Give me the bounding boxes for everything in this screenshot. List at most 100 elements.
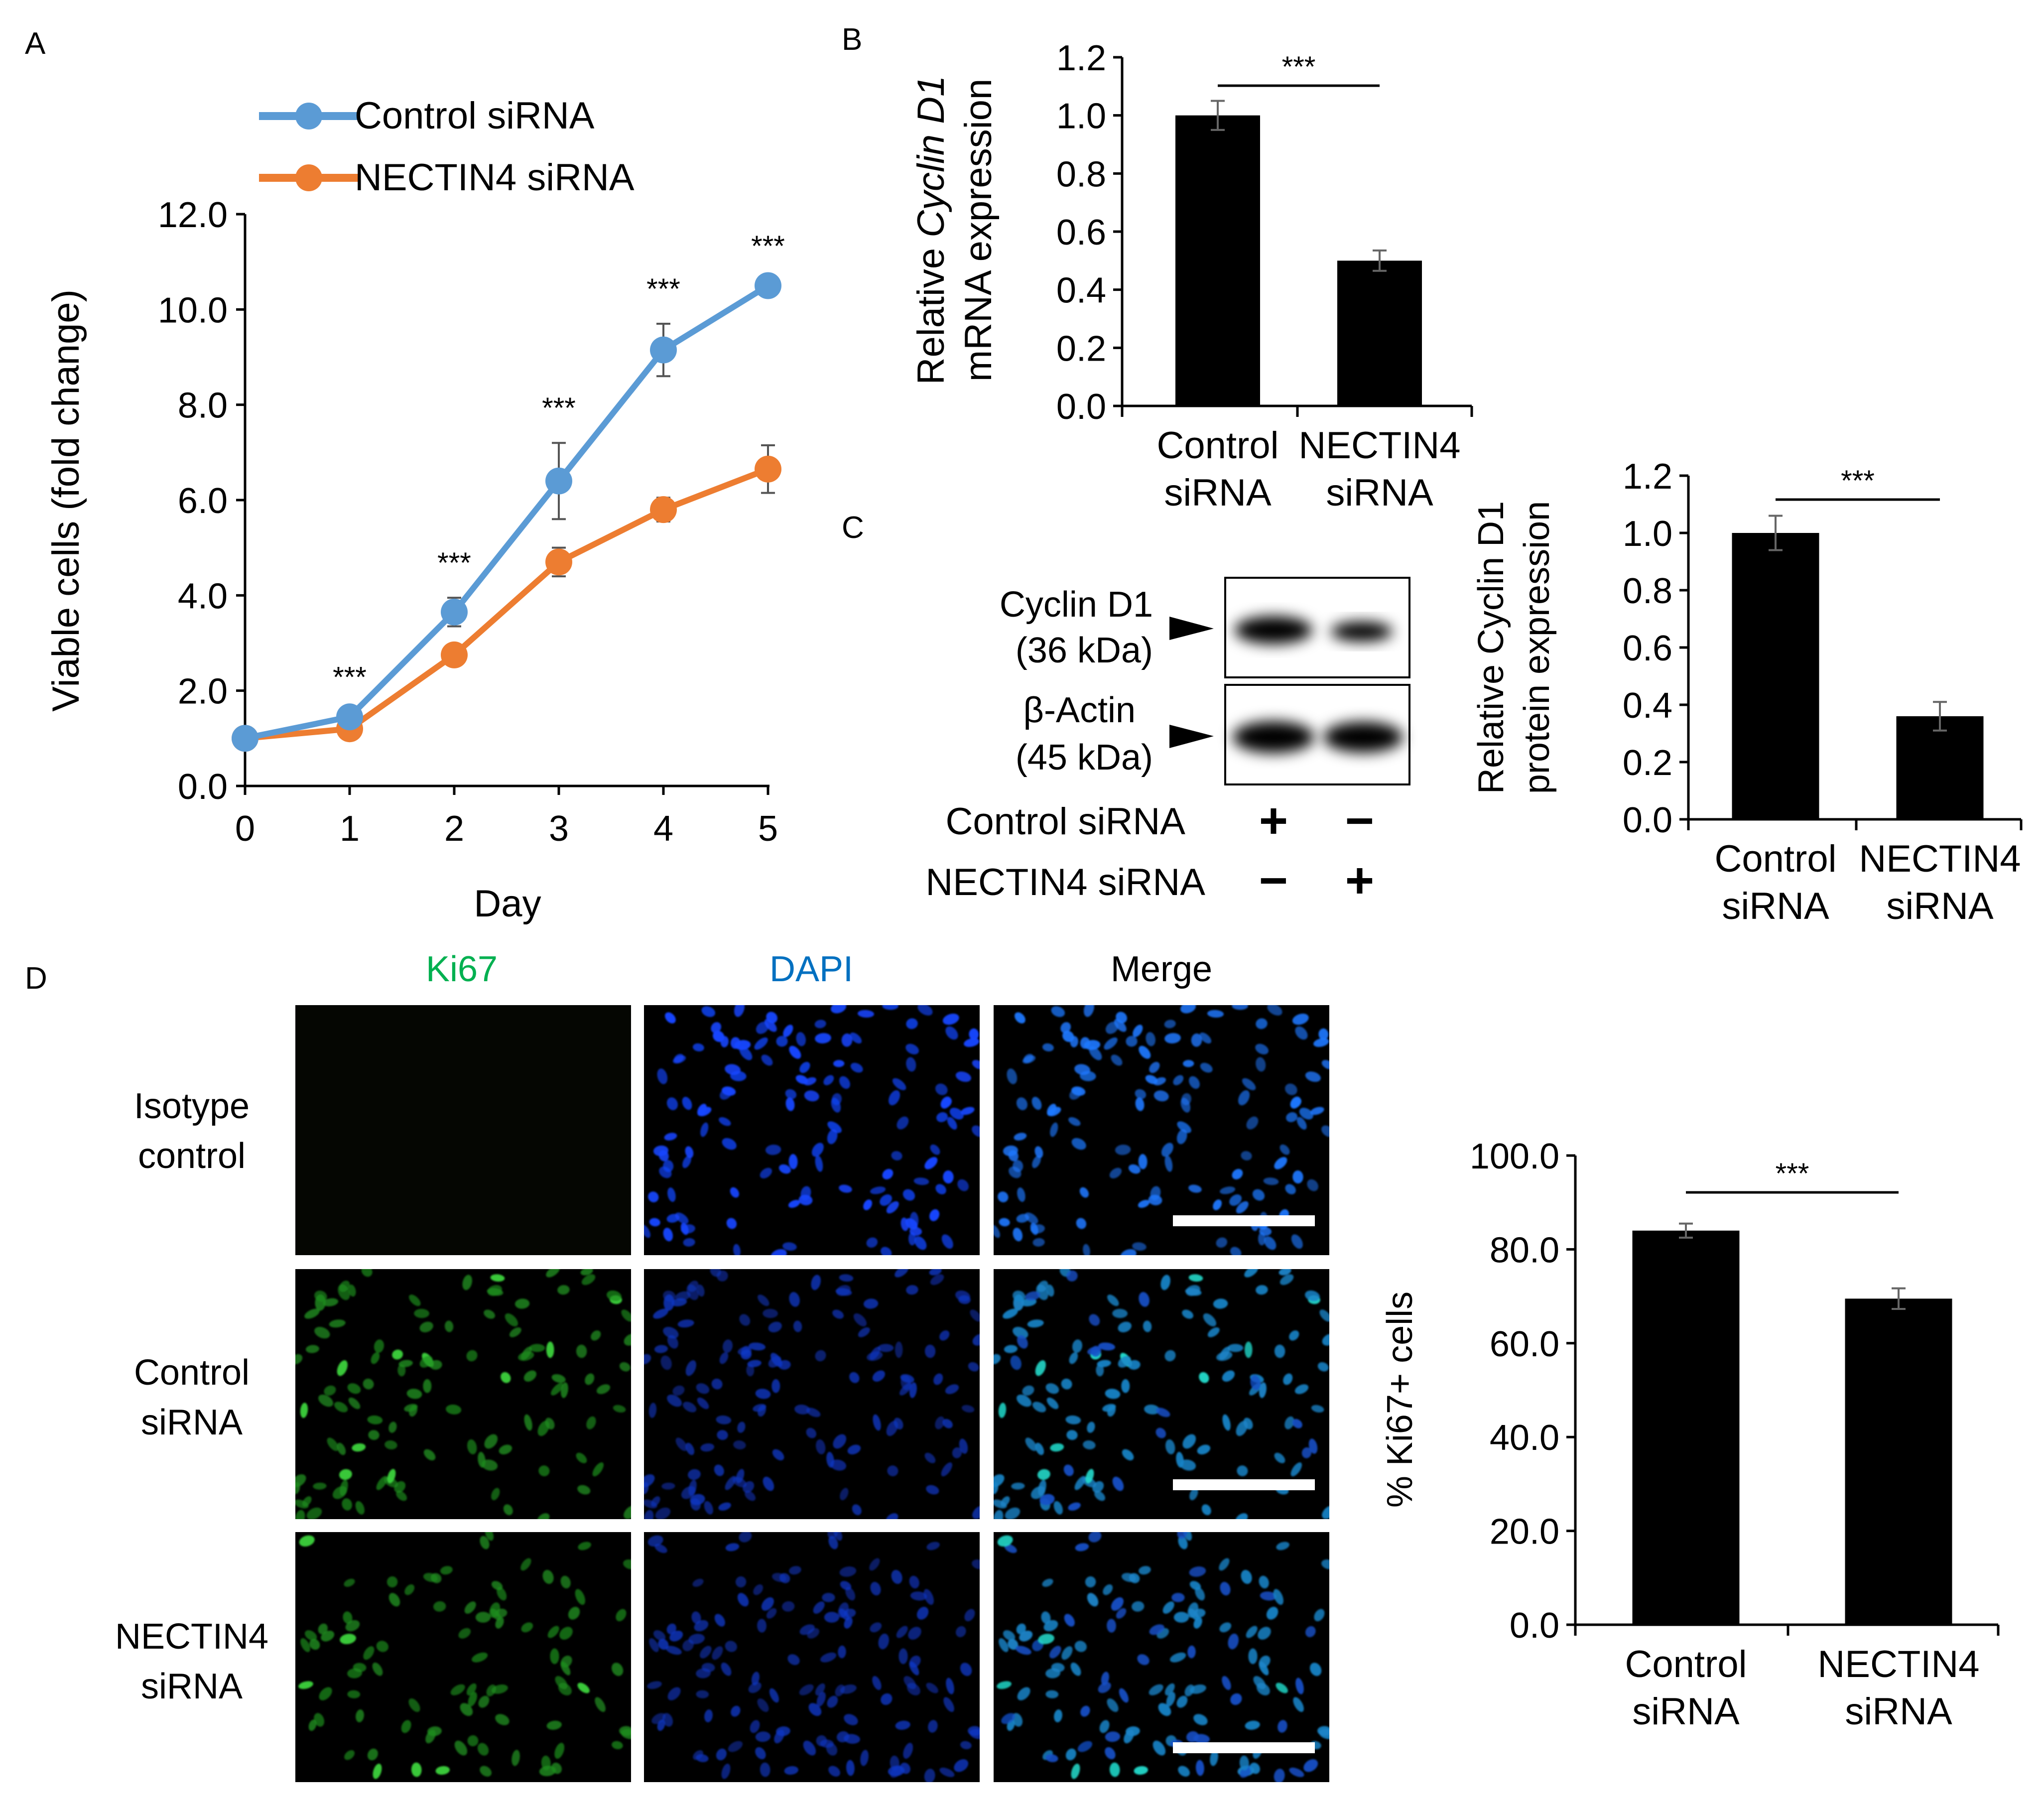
cell-nucleus (887, 1465, 898, 1476)
cell-nucleus (1239, 1755, 1249, 1771)
cell-nucleus (1122, 1449, 1134, 1461)
cell-nucleus (1321, 1060, 1329, 1069)
cell-nucleus (1146, 1032, 1155, 1046)
cell-nucleus (1016, 1623, 1026, 1635)
cell-nucleus (945, 1384, 959, 1394)
cell-nucleus (409, 1294, 421, 1306)
cell-nucleus (878, 1344, 894, 1352)
chart-c-ytick-label: 0.6 (1623, 629, 1672, 668)
cell-nucleus (406, 1389, 422, 1399)
cell-nucleus (580, 1269, 593, 1276)
cell-nucleus (692, 1578, 704, 1587)
cell-nucleus (1035, 1360, 1046, 1376)
cell-nucleus (844, 1608, 856, 1618)
chart-c-ytick-label: 1.0 (1623, 514, 1672, 554)
panel-letter-d: D (25, 961, 47, 996)
cell-nucleus (691, 1611, 701, 1624)
cell-nucleus (1182, 1309, 1194, 1319)
series-line-control (244, 283, 770, 742)
cell-nucleus (839, 1274, 854, 1282)
data-point-control (755, 272, 781, 299)
cell-nucleus (806, 1408, 821, 1418)
cell-nucleus (1050, 1443, 1064, 1452)
cell-nucleus (1119, 1688, 1129, 1703)
cell-nucleus (1220, 1581, 1231, 1596)
cell-nucleus (1238, 1090, 1250, 1106)
cell-nucleus (388, 1593, 400, 1607)
cell-nucleus (1222, 1414, 1231, 1431)
cell-nucleus (373, 1763, 382, 1779)
cell-nucleus (302, 1496, 312, 1507)
cell-nucleus (1289, 1767, 1304, 1777)
cell-nucleus (1034, 1146, 1043, 1159)
cell-nucleus (815, 1350, 826, 1362)
cell-nucleus (1193, 1608, 1206, 1618)
cell-nucleus (538, 1465, 550, 1476)
micrograph-background (295, 1532, 631, 1782)
micrograph-cells (644, 1269, 980, 1519)
cell-nucleus (1166, 1691, 1175, 1707)
cell-nucleus (969, 1729, 980, 1739)
cell-nucleus (1305, 1290, 1320, 1301)
cell-nucleus (523, 1370, 537, 1382)
cell-nucleus (586, 1416, 596, 1429)
scale-bar (1173, 1742, 1315, 1753)
cell-nucleus (696, 1754, 709, 1762)
cell-nucleus (550, 1648, 559, 1665)
cell-nucleus (1070, 1662, 1081, 1676)
cell-nucleus (1284, 1083, 1297, 1095)
cell-nucleus (728, 1741, 743, 1752)
cell-nucleus (867, 1351, 883, 1361)
cell-nucleus (495, 1714, 510, 1725)
cell-nucleus (816, 1439, 826, 1454)
cell-nucleus (1199, 1033, 1212, 1044)
chart-b-ytick-label: 0.8 (1056, 154, 1106, 194)
cell-nucleus (404, 1584, 415, 1595)
cell-nucleus (458, 1628, 471, 1639)
cell-nucleus (753, 1584, 764, 1595)
cell-nucleus (1317, 1362, 1329, 1372)
cell-nucleus (334, 1402, 348, 1413)
chart-a-legend: Control siRNA NECTIN4 siRNA (259, 95, 635, 199)
cell-nucleus (1105, 1731, 1121, 1742)
chart-a-xtick-label: 2 (444, 809, 464, 849)
cell-nucleus (401, 1720, 411, 1733)
cell-nucleus (735, 1576, 747, 1588)
cell-nucleus (1111, 1054, 1123, 1066)
cell-nucleus (300, 1638, 310, 1652)
cell-nucleus (870, 1622, 882, 1633)
cell-nucleus (866, 1237, 878, 1248)
cell-nucleus (454, 1740, 468, 1756)
cell-nucleus (542, 1569, 554, 1584)
cell-nucleus (941, 1462, 952, 1477)
cell-nucleus (1042, 1043, 1054, 1052)
cell-nucleus (1049, 1646, 1061, 1659)
cell-nucleus (910, 1591, 927, 1601)
cell-nucleus (1109, 1762, 1120, 1777)
cell-nucleus (902, 1189, 915, 1201)
cell-nucleus (651, 1496, 660, 1507)
cell-nucleus (675, 1291, 691, 1301)
cell-nucleus (1074, 1064, 1091, 1075)
cell-nucleus (1283, 1373, 1293, 1385)
cell-nucleus (806, 1427, 817, 1438)
cell-nucleus (560, 1655, 572, 1668)
cell-nucleus (889, 1090, 900, 1106)
cell-nucleus (909, 1227, 922, 1236)
cell-nucleus (1120, 1249, 1137, 1255)
chart-a-x-label: Day (474, 883, 541, 925)
cell-nucleus (663, 1160, 674, 1172)
cell-nucleus (1083, 1005, 1095, 1017)
chart-d: 0.0 20.0 40.0 60.0 80.0 100.0 *** Control siRN… (1380, 1137, 2000, 1733)
chart-d-ytick-label: 100.0 (1470, 1137, 1559, 1176)
category-label-control: siRNA (1632, 1690, 1740, 1733)
cell-nucleus (1291, 1234, 1303, 1249)
microscopy-column-dapi: DAPI (769, 949, 853, 989)
chart-d-ytick-label: 80.0 (1490, 1230, 1559, 1270)
cell-nucleus (505, 1313, 518, 1327)
cell-nucleus (1051, 1006, 1065, 1017)
significance-marker: *** (437, 547, 471, 579)
cell-nucleus (332, 1486, 347, 1499)
cell-nucleus (785, 1097, 795, 1111)
cell-nucleus (789, 1045, 801, 1059)
